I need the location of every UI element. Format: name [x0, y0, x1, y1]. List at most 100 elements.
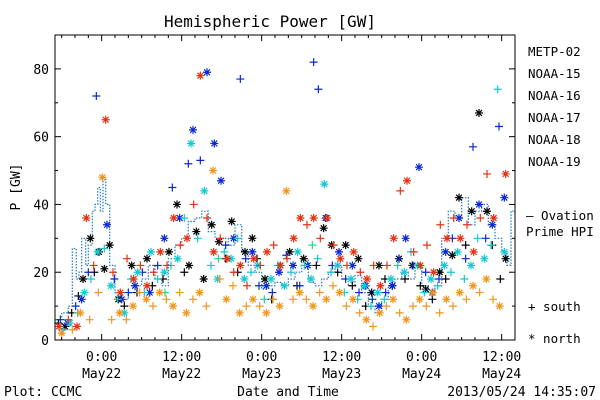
noaa-15-south-point — [236, 75, 245, 84]
noaa-18-north-point — [375, 308, 384, 317]
noaa-15-south-point — [461, 254, 470, 263]
noaa-18-north-point — [389, 295, 397, 304]
noaa-19-south-point — [343, 261, 351, 270]
noaa-19-north-point — [376, 281, 385, 290]
noaa-19-south-point — [383, 261, 391, 270]
noaa-15-north-point — [488, 220, 497, 229]
noaa-15-south-point — [295, 281, 304, 290]
legend-ovation-line2: Prime HPI — [526, 224, 594, 239]
noaa-15-north-point — [441, 247, 450, 256]
noaa-15-north-point — [203, 68, 211, 77]
metp-02-south-point — [416, 281, 425, 290]
noaa-18-north-point — [335, 288, 344, 297]
noaa-19-south-point — [316, 234, 325, 243]
noaa-16-north-point — [453, 247, 462, 256]
x-tick-label-date: May22 — [82, 367, 121, 382]
noaa-16-south-point — [153, 275, 162, 283]
legend-item-noaa-18: NOAA-18 — [528, 132, 581, 147]
noaa-19-south-point — [423, 241, 431, 250]
noaa-19-north-point — [129, 275, 138, 283]
noaa-16-north-point — [107, 281, 115, 290]
noaa-15-south-point — [309, 58, 318, 67]
x-tick-label-time: 12:00 — [482, 350, 521, 365]
noaa-15-south-point — [355, 288, 363, 297]
noaa-19-north-point — [101, 115, 110, 124]
noaa-19-north-point — [349, 247, 358, 256]
metp-02-north-point — [448, 251, 457, 260]
noaa-15-north-point — [160, 234, 169, 243]
noaa-16-north-point — [427, 275, 435, 283]
metp-02-north-point — [435, 268, 444, 277]
noaa-19-north-point — [389, 234, 398, 243]
noaa-19-south-point — [64, 315, 73, 324]
noaa-18-north-point — [195, 288, 204, 297]
noaa-15-north-point — [217, 176, 225, 185]
noaa-18-north-point — [402, 315, 411, 324]
x-axis-label: Date and Time — [237, 385, 339, 400]
noaa-16-south-point — [193, 234, 202, 243]
metp-02-north-point — [86, 234, 95, 243]
metp-02-south-point — [428, 295, 437, 304]
noaa-16-north-point — [240, 275, 249, 283]
noaa-16-north-point — [480, 254, 489, 263]
noaa-19-north-point — [443, 234, 451, 243]
noaa-19-north-point — [263, 247, 271, 256]
noaa-18-south-point — [409, 302, 417, 311]
noaa-16-north-point — [373, 288, 382, 297]
noaa-16-south-point — [447, 268, 455, 277]
noaa-16-north-point — [320, 180, 329, 189]
legend-item-noaa-19: NOAA-19 — [528, 154, 581, 169]
noaa-15-south-point — [255, 281, 263, 290]
noaa-19-north-point — [196, 71, 205, 80]
metp-02-north-point — [483, 207, 491, 216]
noaa-16-south-point — [220, 247, 229, 256]
metp-02-north-point — [207, 220, 216, 229]
noaa-18-south-point — [94, 288, 103, 297]
noaa-18-south-point — [355, 308, 364, 317]
metp-02-north-point — [421, 285, 430, 294]
noaa-15-south-point — [241, 254, 250, 263]
legend-item-noaa-15: NOAA-15 — [528, 66, 581, 81]
y-tick-label: 40 — [33, 198, 49, 213]
noaa-19-north-point — [416, 261, 425, 270]
noaa-18-north-point — [482, 275, 491, 283]
noaa-18-north-point — [115, 308, 124, 317]
noaa-15-north-point — [401, 234, 410, 243]
noaa-15-south-point — [469, 142, 477, 151]
noaa-19-north-point — [309, 214, 318, 222]
noaa-19-north-point — [249, 254, 258, 263]
noaa-15-north-point — [189, 125, 197, 134]
metp-02-south-point — [461, 241, 470, 250]
noaa-19-north-point — [456, 234, 465, 243]
metp-02-north-point — [367, 288, 376, 297]
noaa-16-north-point — [360, 281, 369, 290]
noaa-18-south-point — [369, 322, 377, 331]
metp-02-north-point — [215, 237, 223, 246]
noaa-16-north-point — [467, 261, 475, 270]
metp-02-north-point — [199, 275, 208, 283]
series-noaa-18 — [57, 166, 504, 338]
metp-02-south-point — [496, 275, 505, 283]
metp-02-south-point — [441, 275, 450, 283]
noaa-15-north-point — [275, 268, 283, 277]
noaa-18-south-point — [122, 315, 131, 324]
noaa-16-south-point — [313, 254, 322, 263]
noaa-16-north-point — [347, 275, 355, 283]
noaa-18-south-point — [175, 288, 184, 297]
noaa-17-south-point — [214, 254, 223, 263]
noaa-18-north-point — [309, 302, 317, 311]
noaa-16-north-point — [400, 268, 409, 277]
noaa-15-south-point — [71, 302, 80, 311]
noaa-19-north-point — [156, 247, 165, 256]
noaa-16-north-point — [333, 261, 342, 270]
noaa-15-north-point — [348, 261, 357, 270]
noaa-15-north-point — [335, 247, 343, 256]
noaa-18-south-point — [68, 325, 77, 334]
series-noaa-19 — [55, 71, 510, 331]
legend-north: * north — [528, 331, 581, 346]
y-axis-label: P [GW] — [9, 164, 24, 211]
legend-item-noaa-17: NOAA-17 — [528, 110, 581, 125]
noaa-18-south-point — [107, 315, 116, 324]
noaa-18-north-point — [142, 295, 151, 304]
noaa-16-south-point — [367, 302, 375, 311]
